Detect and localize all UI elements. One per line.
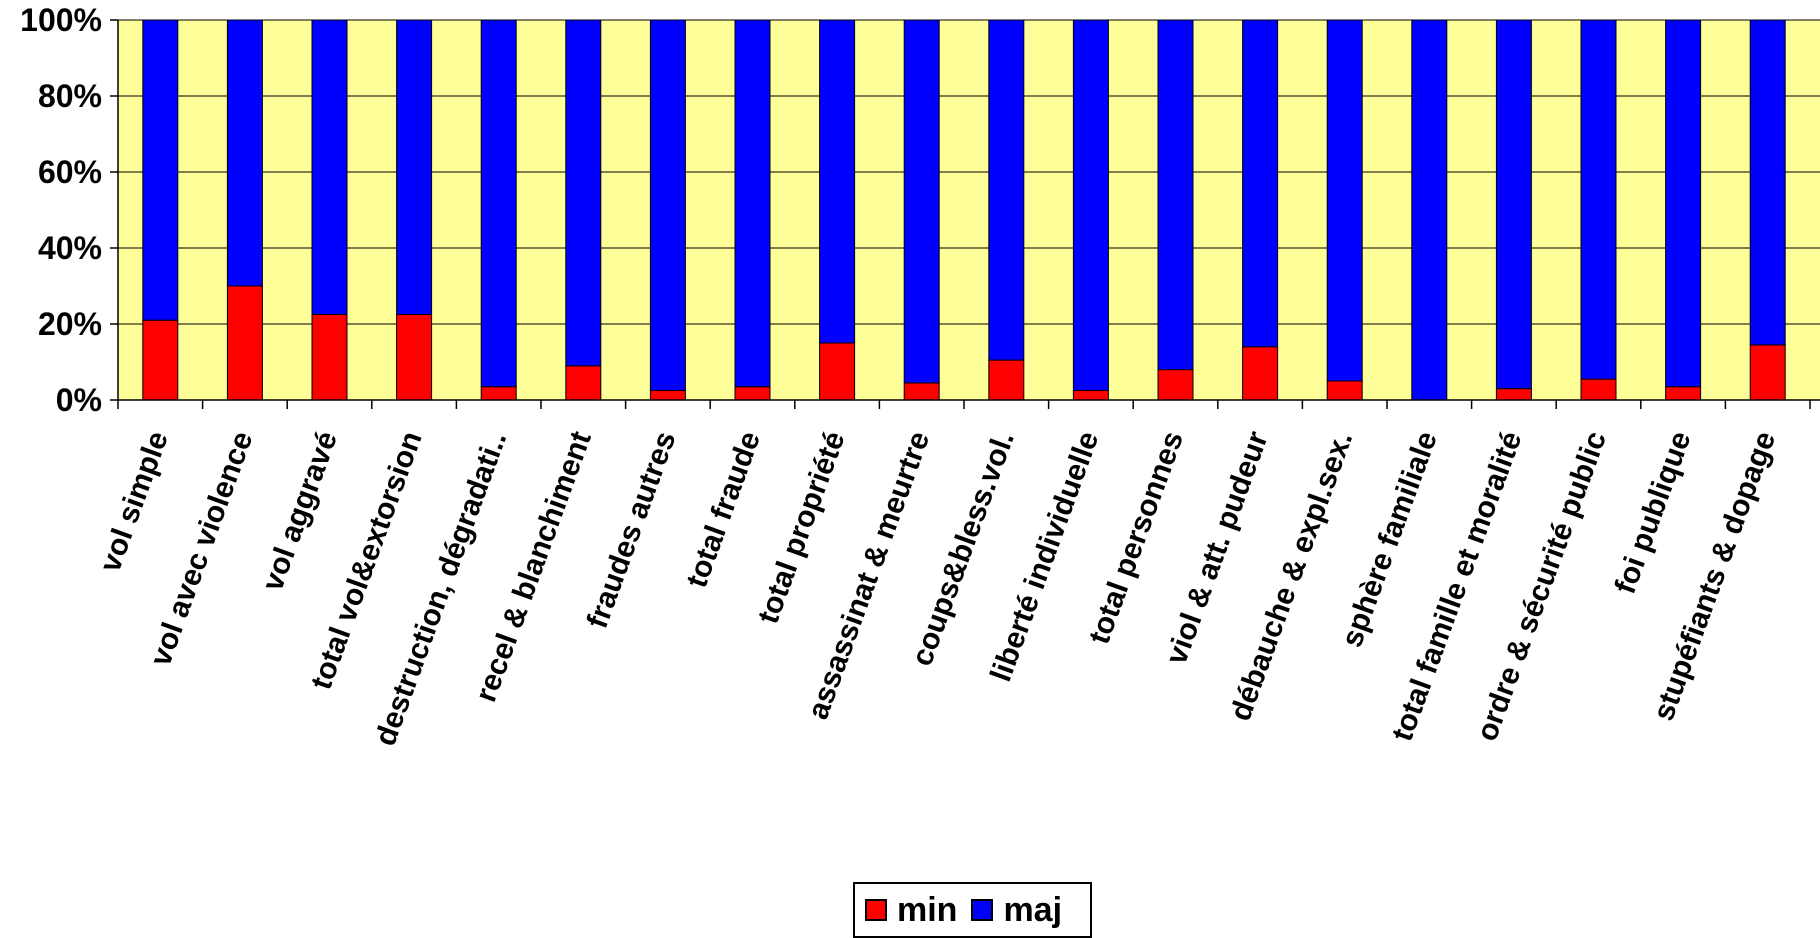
bar-min [988, 359, 1025, 401]
y-tick-label: 0% [56, 382, 102, 418]
bar-maj [480, 19, 517, 388]
legend-swatch-min [865, 899, 887, 921]
bar-min [1749, 344, 1786, 401]
bar-min [649, 390, 686, 401]
bar-maj [1749, 19, 1786, 346]
bar-maj [988, 19, 1025, 361]
bar-maj [1580, 19, 1617, 380]
bar-maj [142, 19, 179, 321]
bar-min [142, 319, 179, 401]
bar-maj [1157, 19, 1194, 371]
plot-area [118, 19, 1820, 401]
y-tick-label: 100% [20, 2, 102, 38]
bar-min [1242, 346, 1279, 401]
bar-min [396, 314, 433, 401]
bar-maj [1242, 19, 1279, 348]
x-tick-label: total personnes [1083, 427, 1190, 648]
bar-min [226, 285, 263, 401]
legend-swatch-maj [971, 899, 994, 921]
bar-maj [311, 19, 348, 315]
bar-maj [1411, 19, 1448, 401]
y-tick-label: 60% [38, 154, 102, 190]
y-tick-label: 40% [38, 230, 102, 266]
legend: min maj [853, 882, 1092, 938]
bar-maj [649, 19, 686, 391]
bar-min [1495, 388, 1532, 401]
bar-min [1326, 380, 1363, 401]
x-tick-label: fraudes autres [581, 427, 683, 633]
y-axis: 0% 20% 40% 60% 80% 100% [20, 2, 119, 418]
bar-min [1580, 378, 1617, 401]
bar-min [819, 342, 856, 401]
bar-min [1072, 390, 1109, 401]
y-tick-label: 20% [38, 306, 102, 342]
y-tick-label: 80% [38, 78, 102, 114]
bar-maj [1495, 19, 1532, 390]
bar-maj [565, 19, 602, 367]
bar-maj [903, 19, 940, 384]
bar-maj [734, 19, 771, 388]
bar-maj [819, 19, 856, 344]
bar-min [1157, 369, 1194, 401]
bar-min [565, 365, 602, 401]
bar-min [903, 382, 940, 401]
bar-maj [1072, 19, 1109, 391]
bar-min [1665, 386, 1702, 401]
legend-item-min: min [865, 891, 957, 930]
bar-maj [1665, 19, 1702, 388]
bar-maj [226, 19, 263, 287]
legend-label-maj: maj [1003, 890, 1063, 929]
bar-maj [1326, 19, 1363, 382]
legend-item-maj: maj [971, 891, 1062, 930]
x-tick-label: total propriété [752, 427, 852, 628]
bar-maj [396, 19, 433, 315]
bar-min [480, 386, 517, 401]
x-tick-label: foi publique [1609, 427, 1698, 598]
legend-label-min: min [897, 890, 958, 929]
x-tick-label: total fraude [680, 427, 767, 592]
bar-min [734, 386, 771, 401]
x-tick-label: vol simple [94, 427, 175, 576]
x-tick-label: vol aggravé [256, 427, 344, 595]
plot-background [118, 20, 1820, 400]
bar-min [311, 314, 348, 401]
